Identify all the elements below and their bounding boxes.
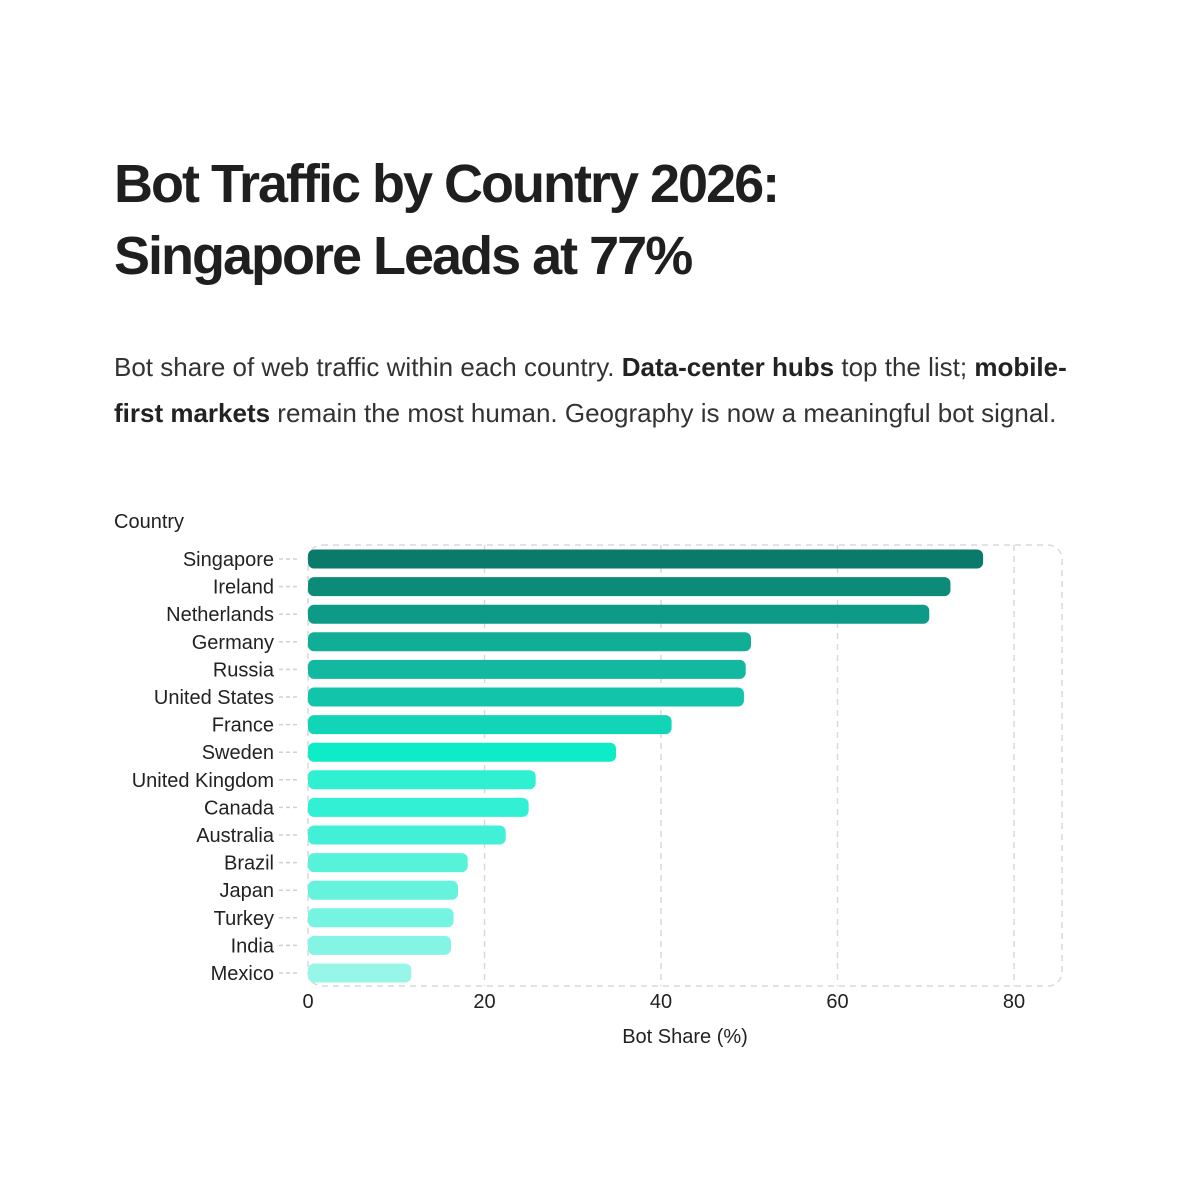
y-tick-label-india: India bbox=[231, 935, 275, 957]
bar-australia bbox=[308, 825, 506, 845]
y-tick-label-mexico: Mexico bbox=[211, 963, 274, 985]
bars bbox=[308, 549, 984, 983]
bar-india bbox=[308, 935, 451, 955]
plot-frame bbox=[307, 544, 1063, 987]
x-tick-label-80: 80 bbox=[1003, 991, 1025, 1013]
bar-netherlands bbox=[308, 604, 930, 624]
x-tick-label-40: 40 bbox=[650, 991, 672, 1013]
y-tick-label-canada: Canada bbox=[204, 797, 275, 819]
bar-canada bbox=[308, 797, 529, 817]
chart-title-line-1: Bot Traffic by Country 2026: bbox=[114, 154, 780, 214]
bar-sweden bbox=[308, 742, 616, 762]
x-tick-label-0: 0 bbox=[302, 991, 313, 1013]
bar-germany bbox=[308, 632, 752, 652]
bar-mexico bbox=[308, 963, 412, 983]
y-tick-label-russia: Russia bbox=[213, 659, 275, 681]
y-axis-label: Country bbox=[114, 511, 184, 533]
chart-subtitle: Bot share of web traffic within each cou… bbox=[114, 344, 1094, 436]
chart-title: Bot Traffic by Country 2026: Singapore L… bbox=[114, 148, 1094, 292]
bar-ireland bbox=[308, 577, 951, 597]
category-labels: Singapore Ireland Netherlands Germany Russia… bbox=[132, 549, 275, 985]
y-tick-label-united-states: United States bbox=[154, 687, 274, 709]
subtitle-bold-2: mobile-first markets bbox=[114, 352, 1067, 428]
subtitle-text-2: top the list; bbox=[834, 352, 975, 382]
x-axis-ticks: 0 20 40 60 80 bbox=[302, 991, 1025, 1013]
subtitle-text-1: Bot share of web traffic within each cou… bbox=[114, 352, 622, 382]
y-tick-label-united-kingdom: United Kingdom bbox=[132, 770, 274, 792]
y-tick-label-germany: Germany bbox=[192, 632, 274, 654]
y-tick-label-japan: Japan bbox=[220, 880, 275, 902]
grid-lines bbox=[279, 544, 1063, 987]
x-tick-label-20: 20 bbox=[473, 991, 495, 1013]
bar-united-kingdom bbox=[308, 770, 536, 790]
y-tick-label-france: France bbox=[212, 715, 274, 737]
y-tick-label-ireland: Ireland bbox=[213, 577, 274, 599]
bar-brazil bbox=[308, 853, 468, 873]
subtitle-text-3: remain the most human. Geography is now … bbox=[270, 398, 1057, 428]
y-tick-label-brazil: Brazil bbox=[224, 853, 274, 875]
bar-russia bbox=[308, 659, 746, 679]
y-tick-label-singapore: Singapore bbox=[183, 549, 274, 571]
subtitle-bold-1: Data-center hubs bbox=[621, 352, 835, 382]
y-tick-label-sweden: Sweden bbox=[202, 742, 274, 764]
bar-united-states bbox=[308, 687, 744, 707]
x-tick-label-60: 60 bbox=[826, 991, 848, 1013]
bar-turkey bbox=[308, 908, 454, 928]
bar-france bbox=[308, 715, 672, 735]
x-axis-label: Bot Share (%) bbox=[622, 1026, 748, 1048]
y-tick-label-netherlands: Netherlands bbox=[166, 604, 274, 626]
y-tick-label-turkey: Turkey bbox=[214, 908, 274, 930]
y-tick-label-australia: Australia bbox=[196, 825, 275, 847]
chart-title-line-2: Singapore Leads at 77% bbox=[114, 226, 693, 286]
bar-japan bbox=[308, 880, 459, 900]
bar-singapore bbox=[308, 549, 984, 569]
